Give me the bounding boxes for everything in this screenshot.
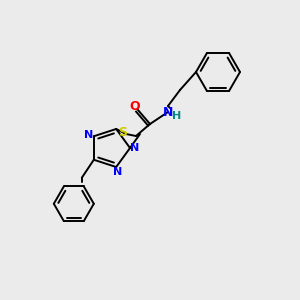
Text: N: N — [163, 106, 173, 118]
Text: N: N — [130, 143, 140, 153]
Text: N: N — [84, 130, 93, 140]
Text: O: O — [130, 100, 140, 112]
Text: N: N — [112, 167, 122, 177]
Text: S: S — [118, 127, 127, 140]
Text: H: H — [172, 111, 182, 121]
